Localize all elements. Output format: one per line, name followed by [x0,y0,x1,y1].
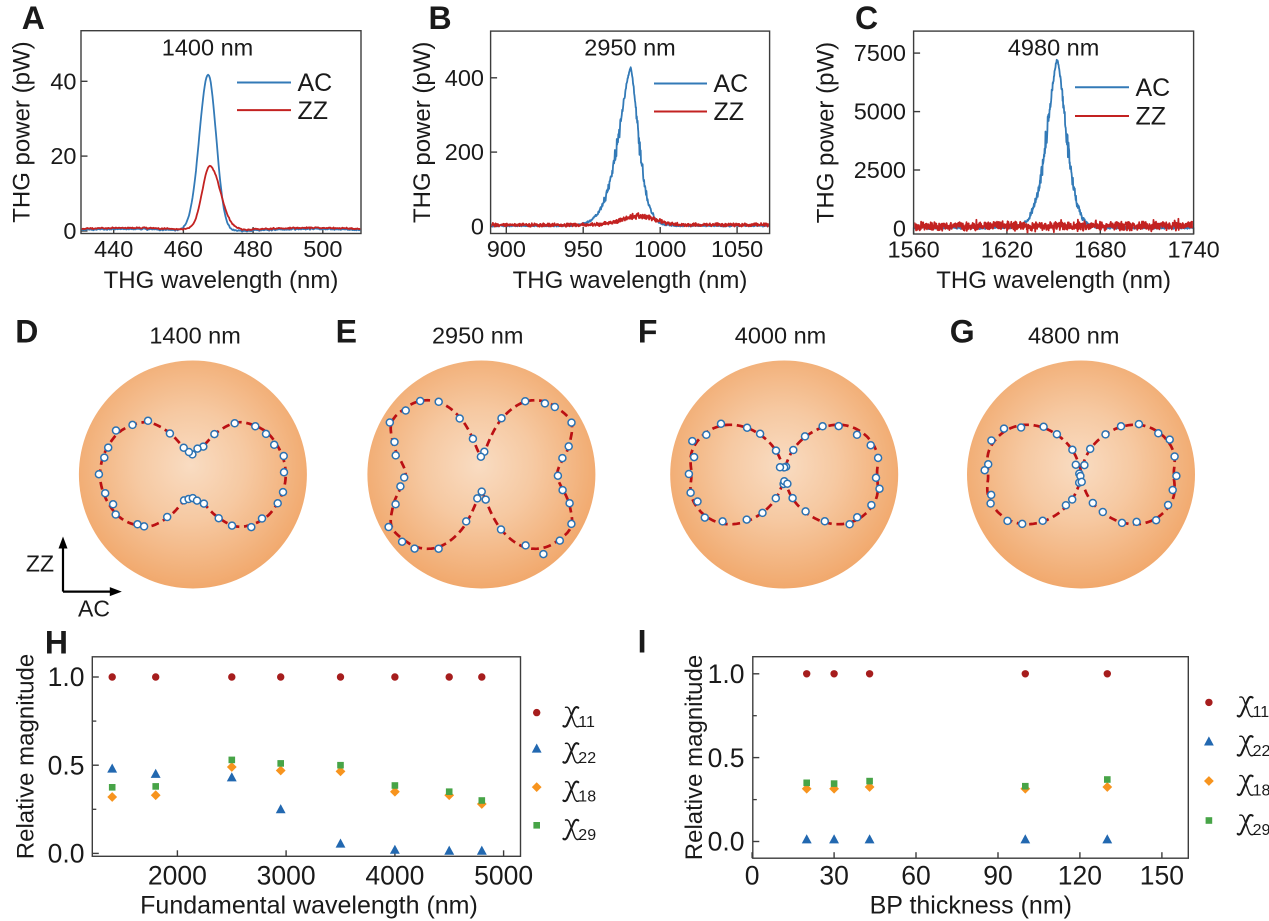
svg-text:1000: 1000 [634,236,686,262]
svg-text:1680: 1680 [1074,237,1126,263]
svg-text:ZZ: ZZ [298,97,329,125]
svg-text:1740: 1740 [1167,237,1219,263]
svg-text:THG power (pW): THG power (pW) [813,42,840,223]
svg-text:4000 nm: 4000 nm [735,323,826,349]
svg-text:1560: 1560 [887,237,939,263]
svg-text:1620: 1620 [981,237,1033,263]
svg-text:950: 950 [564,236,603,262]
svg-text:30: 30 [819,861,848,891]
svg-text:ZZ: ZZ [1136,103,1167,131]
svg-text:1.0: 1.0 [708,659,745,689]
svg-text:90: 90 [983,861,1012,891]
svg-text:0.0: 0.0 [48,839,85,869]
svg-text:7500: 7500 [854,40,906,66]
svg-text:40: 40 [50,68,76,94]
svg-text:1400 nm: 1400 nm [149,323,240,349]
svg-text:11: 11 [1253,704,1269,721]
svg-text:200: 200 [445,139,484,165]
svg-text:18: 18 [1253,783,1269,800]
svg-text:3000: 3000 [257,861,316,891]
svg-text:0.5: 0.5 [48,750,85,780]
svg-text:5000: 5000 [854,99,906,125]
svg-text:B: B [429,0,452,36]
svg-text:Relative magnitude: Relative magnitude [13,654,40,859]
svg-text:ZZ: ZZ [714,98,745,126]
svg-text:4980 nm: 4980 nm [1008,35,1099,61]
svg-text:0: 0 [471,214,484,240]
svg-text:400: 400 [445,65,484,91]
svg-text:0: 0 [893,216,906,242]
svg-text:5000: 5000 [474,861,533,891]
svg-text:480: 480 [233,236,272,262]
svg-text:THG power (pW): THG power (pW) [409,42,436,223]
svg-text:THG wavelength (nm): THG wavelength (nm) [104,267,339,294]
svg-text:AC: AC [1136,74,1171,102]
svg-text:20: 20 [50,143,76,169]
svg-text:2950 nm: 2950 nm [584,35,675,61]
svg-text:ZZ: ZZ [26,551,54,577]
svg-text:2500: 2500 [854,157,906,183]
svg-text:60: 60 [901,861,930,891]
svg-text:2950 nm: 2950 nm [432,323,523,349]
svg-text:500: 500 [303,236,342,262]
svg-text:0.5: 0.5 [708,743,745,773]
svg-text:I: I [638,624,647,660]
svg-text:150: 150 [1140,861,1184,891]
svg-text:29: 29 [1253,822,1269,839]
svg-text:THG wavelength (nm): THG wavelength (nm) [936,267,1171,294]
svg-text:2000: 2000 [148,861,207,891]
svg-text:1.0: 1.0 [48,662,85,692]
svg-text:1050: 1050 [711,236,763,262]
svg-text:4800 nm: 4800 nm [1028,323,1119,349]
svg-text:900: 900 [487,236,526,262]
svg-text:AC: AC [298,69,333,97]
svg-text:A: A [22,0,45,36]
svg-text:THG wavelength (nm): THG wavelength (nm) [513,267,748,294]
svg-text:G: G [950,313,975,349]
svg-text:4000: 4000 [365,861,424,891]
svg-text:AC: AC [78,596,110,622]
svg-text:22: 22 [1253,743,1269,760]
svg-text:120: 120 [1058,861,1102,891]
svg-text:0.0: 0.0 [708,827,745,857]
svg-text:1400 nm: 1400 nm [162,35,253,61]
svg-text:460: 460 [164,236,203,262]
svg-text:THG power (pW): THG power (pW) [9,41,36,222]
svg-text:Fundamental wavelength (nm): Fundamental wavelength (nm) [140,891,478,919]
svg-text:E: E [336,313,357,349]
svg-text:0: 0 [745,861,760,891]
svg-text:H: H [45,625,68,661]
svg-text:Relative magnitude: Relative magnitude [681,655,708,860]
svg-text:22: 22 [578,750,596,767]
svg-text:440: 440 [94,236,133,262]
svg-text:0: 0 [63,218,76,244]
svg-text:BP thickness (nm): BP thickness (nm) [870,891,1072,919]
svg-text:C: C [855,0,878,36]
svg-text:29: 29 [578,827,596,844]
svg-text:F: F [638,313,658,349]
svg-text:D: D [15,313,38,349]
svg-text:18: 18 [578,789,596,806]
svg-text:11: 11 [578,714,595,731]
svg-text:AC: AC [714,70,749,98]
